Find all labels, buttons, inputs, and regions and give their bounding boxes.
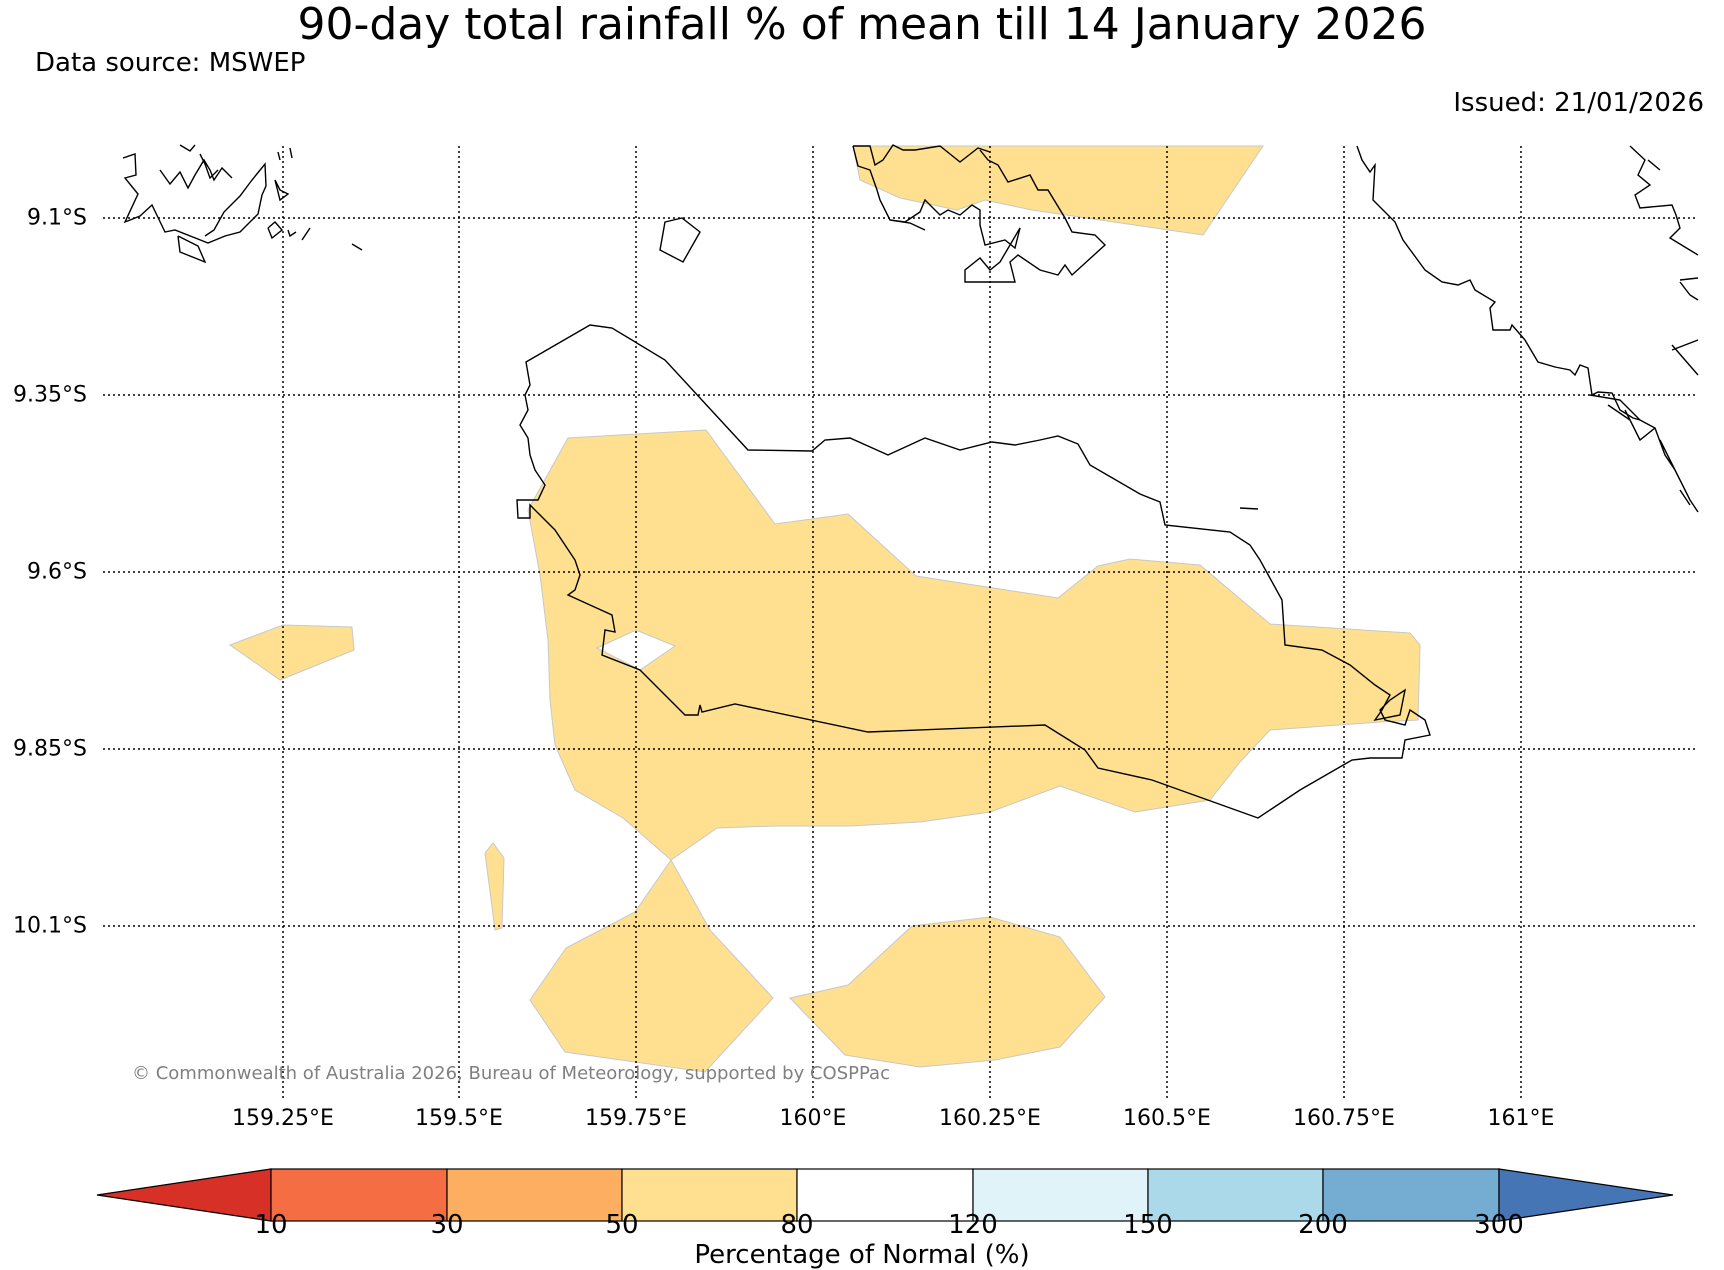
issued-date: Issued: 21/01/2026 <box>1453 88 1704 118</box>
shade-hole <box>595 629 677 671</box>
colorbar-tick-label: 150 <box>1123 1210 1173 1240</box>
colorbar-below-10 <box>96 1168 272 1222</box>
lat-label: 9.6°S <box>27 559 87 585</box>
colorbar-200-300 <box>1322 1168 1500 1222</box>
colorbar-50-80 <box>621 1168 798 1222</box>
lon-label: 159.25°E <box>232 1106 334 1131</box>
coast-north-islet <box>659 217 701 263</box>
colorbar-10-30 <box>270 1168 448 1222</box>
map-title: 90-day total rainfall % of mean till 14 … <box>297 0 1427 50</box>
lon-label: 160.25°E <box>939 1106 1041 1131</box>
coastlines <box>122 144 1699 819</box>
colorbar-tick-label: 80 <box>780 1210 814 1240</box>
lat-label: 9.1°S <box>27 205 87 231</box>
shade-north-island <box>852 145 1264 236</box>
colorbar <box>96 1168 1674 1222</box>
colorbar-tick-label: 10 <box>254 1210 288 1240</box>
lat-label: 9.35°S <box>13 382 87 408</box>
lon-label: 161°E <box>1487 1106 1555 1131</box>
lon-label: 160°E <box>779 1106 847 1131</box>
lat-label: 9.85°S <box>13 736 87 762</box>
colorbar-30-50 <box>446 1168 623 1222</box>
graticule <box>103 146 1698 1100</box>
lon-label: 160.75°E <box>1293 1106 1395 1131</box>
lon-label: 159.75°E <box>585 1106 687 1131</box>
copyright-notice: © Commonwealth of Australia 2026, Bureau… <box>132 1063 890 1084</box>
coast-northwest-islands <box>122 144 363 264</box>
colorbar-tick-label: 200 <box>1298 1210 1348 1240</box>
colorbar-above-300 <box>1498 1168 1674 1222</box>
shade-main-island <box>527 429 1421 1073</box>
colorbar-80-120 <box>796 1168 974 1222</box>
colorbar-120-150 <box>972 1168 1149 1222</box>
rainfall-shading <box>228 145 1421 1073</box>
lon-label: 159.5°E <box>415 1106 503 1131</box>
coast-east-island <box>1356 145 1699 513</box>
lat-label: 10.1°S <box>13 913 87 939</box>
lon-label: 160.5°E <box>1123 1106 1211 1131</box>
coast-islet-dash <box>1239 507 1259 510</box>
colorbar-tick-label: 50 <box>605 1210 639 1240</box>
colorbar-150-200 <box>1147 1168 1324 1222</box>
data-source-label: Data source: MSWEP <box>35 48 306 78</box>
coast-main-island <box>516 324 1431 819</box>
colorbar-title: Percentage of Normal (%) <box>694 1240 1030 1270</box>
shade-south-islet <box>484 842 505 931</box>
shade-west-islet <box>228 624 355 681</box>
colorbar-tick-label: 30 <box>430 1210 464 1240</box>
colorbar-tick-label: 120 <box>948 1210 998 1240</box>
shade-south-east <box>789 916 1106 1068</box>
colorbar-tick-label: 300 <box>1474 1210 1524 1240</box>
